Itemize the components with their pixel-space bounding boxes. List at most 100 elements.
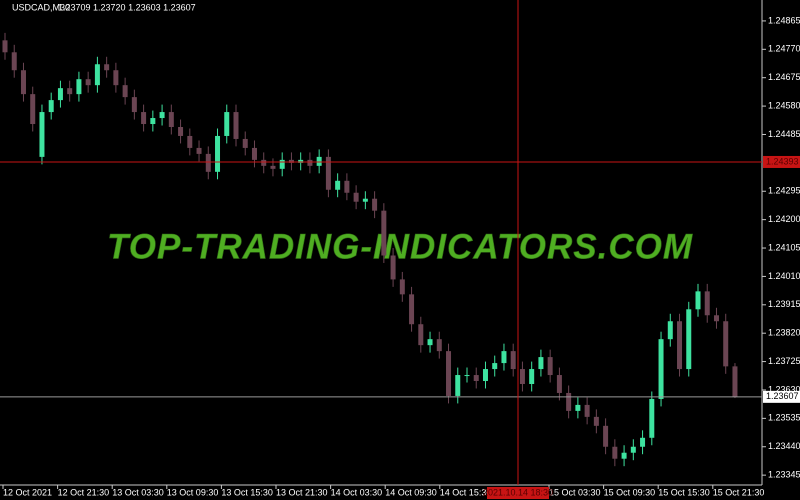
candle-body: [215, 135, 221, 172]
y-tick-label: 1.23725: [768, 356, 800, 366]
candle-body: [261, 159, 267, 166]
watermark: TOP-TRADING-INDICATORS.COM: [107, 227, 693, 266]
candle-body: [196, 147, 202, 154]
crosshair-price-box: [763, 155, 800, 168]
y-tick-label: 1.24105: [768, 242, 800, 252]
crosshair-price-label: 1.24393: [766, 156, 799, 166]
candle-body: [427, 339, 433, 346]
y-tick-label: 1.24580: [768, 100, 800, 110]
x-tick-label: 12 Oct 2021: [3, 487, 52, 497]
candle-body: [695, 291, 701, 310]
candle-body: [11, 52, 17, 71]
candle-body: [67, 88, 73, 95]
candle-body: [270, 165, 276, 169]
candle-body: [104, 64, 110, 71]
candle-body: [20, 70, 26, 95]
candle-body: [603, 425, 609, 447]
y-tick-label: 1.24200: [768, 214, 800, 224]
candle-body: [418, 324, 424, 346]
x-tick-label: 14 Oct 15:30: [440, 487, 492, 497]
candle-body: [473, 375, 479, 382]
candle-body: [593, 416, 599, 426]
candle-body: [353, 192, 359, 202]
candle-body: [612, 446, 618, 459]
x-tick-label: 13 Oct 09:30: [167, 487, 219, 497]
candle-body: [335, 180, 341, 190]
candle-body: [224, 112, 230, 136]
candle-body: [316, 156, 322, 166]
candle-body: [131, 97, 137, 113]
candle-body: [566, 392, 572, 411]
candle-body: [251, 147, 257, 160]
candle-body: [242, 138, 248, 148]
candle-body: [501, 351, 507, 364]
candle-body: [288, 159, 294, 163]
y-tick-label: 1.24770: [768, 44, 800, 54]
candle-body: [640, 437, 646, 447]
candle-body: [399, 279, 405, 295]
candle-body: [381, 210, 387, 256]
candle-body: [446, 351, 452, 396]
candle-body: [686, 309, 692, 370]
x-tick-label: 13 Oct 03:30: [112, 487, 164, 497]
crosshair-time-label: 2021.10.14 18:30: [483, 487, 553, 497]
candle-body: [575, 404, 581, 411]
candle-body: [649, 398, 655, 438]
x-tick-label: 15 Oct 09:30: [604, 487, 656, 497]
candle-body: [630, 446, 636, 453]
candle-body: [455, 375, 461, 396]
x-tick-label: 15 Oct 03:30: [549, 487, 601, 497]
candle-body: [159, 112, 165, 119]
candle-body: [187, 135, 193, 148]
y-tick-label: 1.23820: [768, 328, 800, 338]
y-tick-label: 1.23345: [768, 470, 800, 480]
candle-body: [713, 315, 719, 322]
y-tick-label: 1.23915: [768, 299, 800, 309]
current-price-label: 1.23607: [766, 391, 799, 401]
y-tick-label: 1.23440: [768, 441, 800, 451]
candle-body: [436, 339, 442, 352]
candle-body: [529, 369, 535, 384]
candle-body: [178, 127, 184, 136]
x-tick-label: 12 Oct 21:30: [58, 487, 110, 497]
candle-body: [482, 369, 488, 382]
candle-body: [658, 339, 664, 399]
candle-body: [409, 294, 415, 325]
candle-body: [2, 40, 8, 53]
x-tick-label: 13 Oct 15:30: [221, 487, 273, 497]
y-tick-label: 1.24485: [768, 129, 800, 139]
candle-body: [233, 112, 239, 139]
candle-body: [39, 112, 45, 157]
symbol-label: USDCAD,M30: [12, 2, 70, 12]
candle-body: [464, 375, 470, 377]
candle-body: [584, 404, 590, 417]
candle-body: [492, 363, 498, 370]
crosshair-time-box: [487, 487, 549, 499]
candle-body: [677, 321, 683, 370]
y-tick-label: 1.24675: [768, 72, 800, 82]
current-price-box: [763, 390, 800, 403]
x-tick-label: 13 Oct 21:30: [276, 487, 328, 497]
candle-body: [732, 366, 738, 397]
candle-body: [94, 64, 100, 86]
x-tick-label: 14 Oct 03:30: [331, 487, 383, 497]
candle-body: [150, 118, 156, 125]
candle-body: [30, 94, 36, 125]
candle-body: [168, 112, 174, 128]
candle-body: [307, 159, 313, 166]
y-tick-label: 1.24295: [768, 186, 800, 196]
candle-body: [298, 159, 304, 163]
candle-body: [141, 112, 147, 125]
candle-body: [122, 85, 128, 98]
candle-body: [279, 159, 285, 169]
candle-body: [85, 79, 91, 86]
candle-body: [48, 100, 54, 113]
ohlc-info: 1.23709 1.23720 1.23603 1.23607: [58, 2, 196, 12]
candle-body: [57, 88, 63, 101]
candle-body: [510, 351, 516, 370]
y-tick-label: 1.24865: [768, 15, 800, 25]
candle-body: [344, 180, 350, 193]
candle-body: [519, 369, 525, 384]
